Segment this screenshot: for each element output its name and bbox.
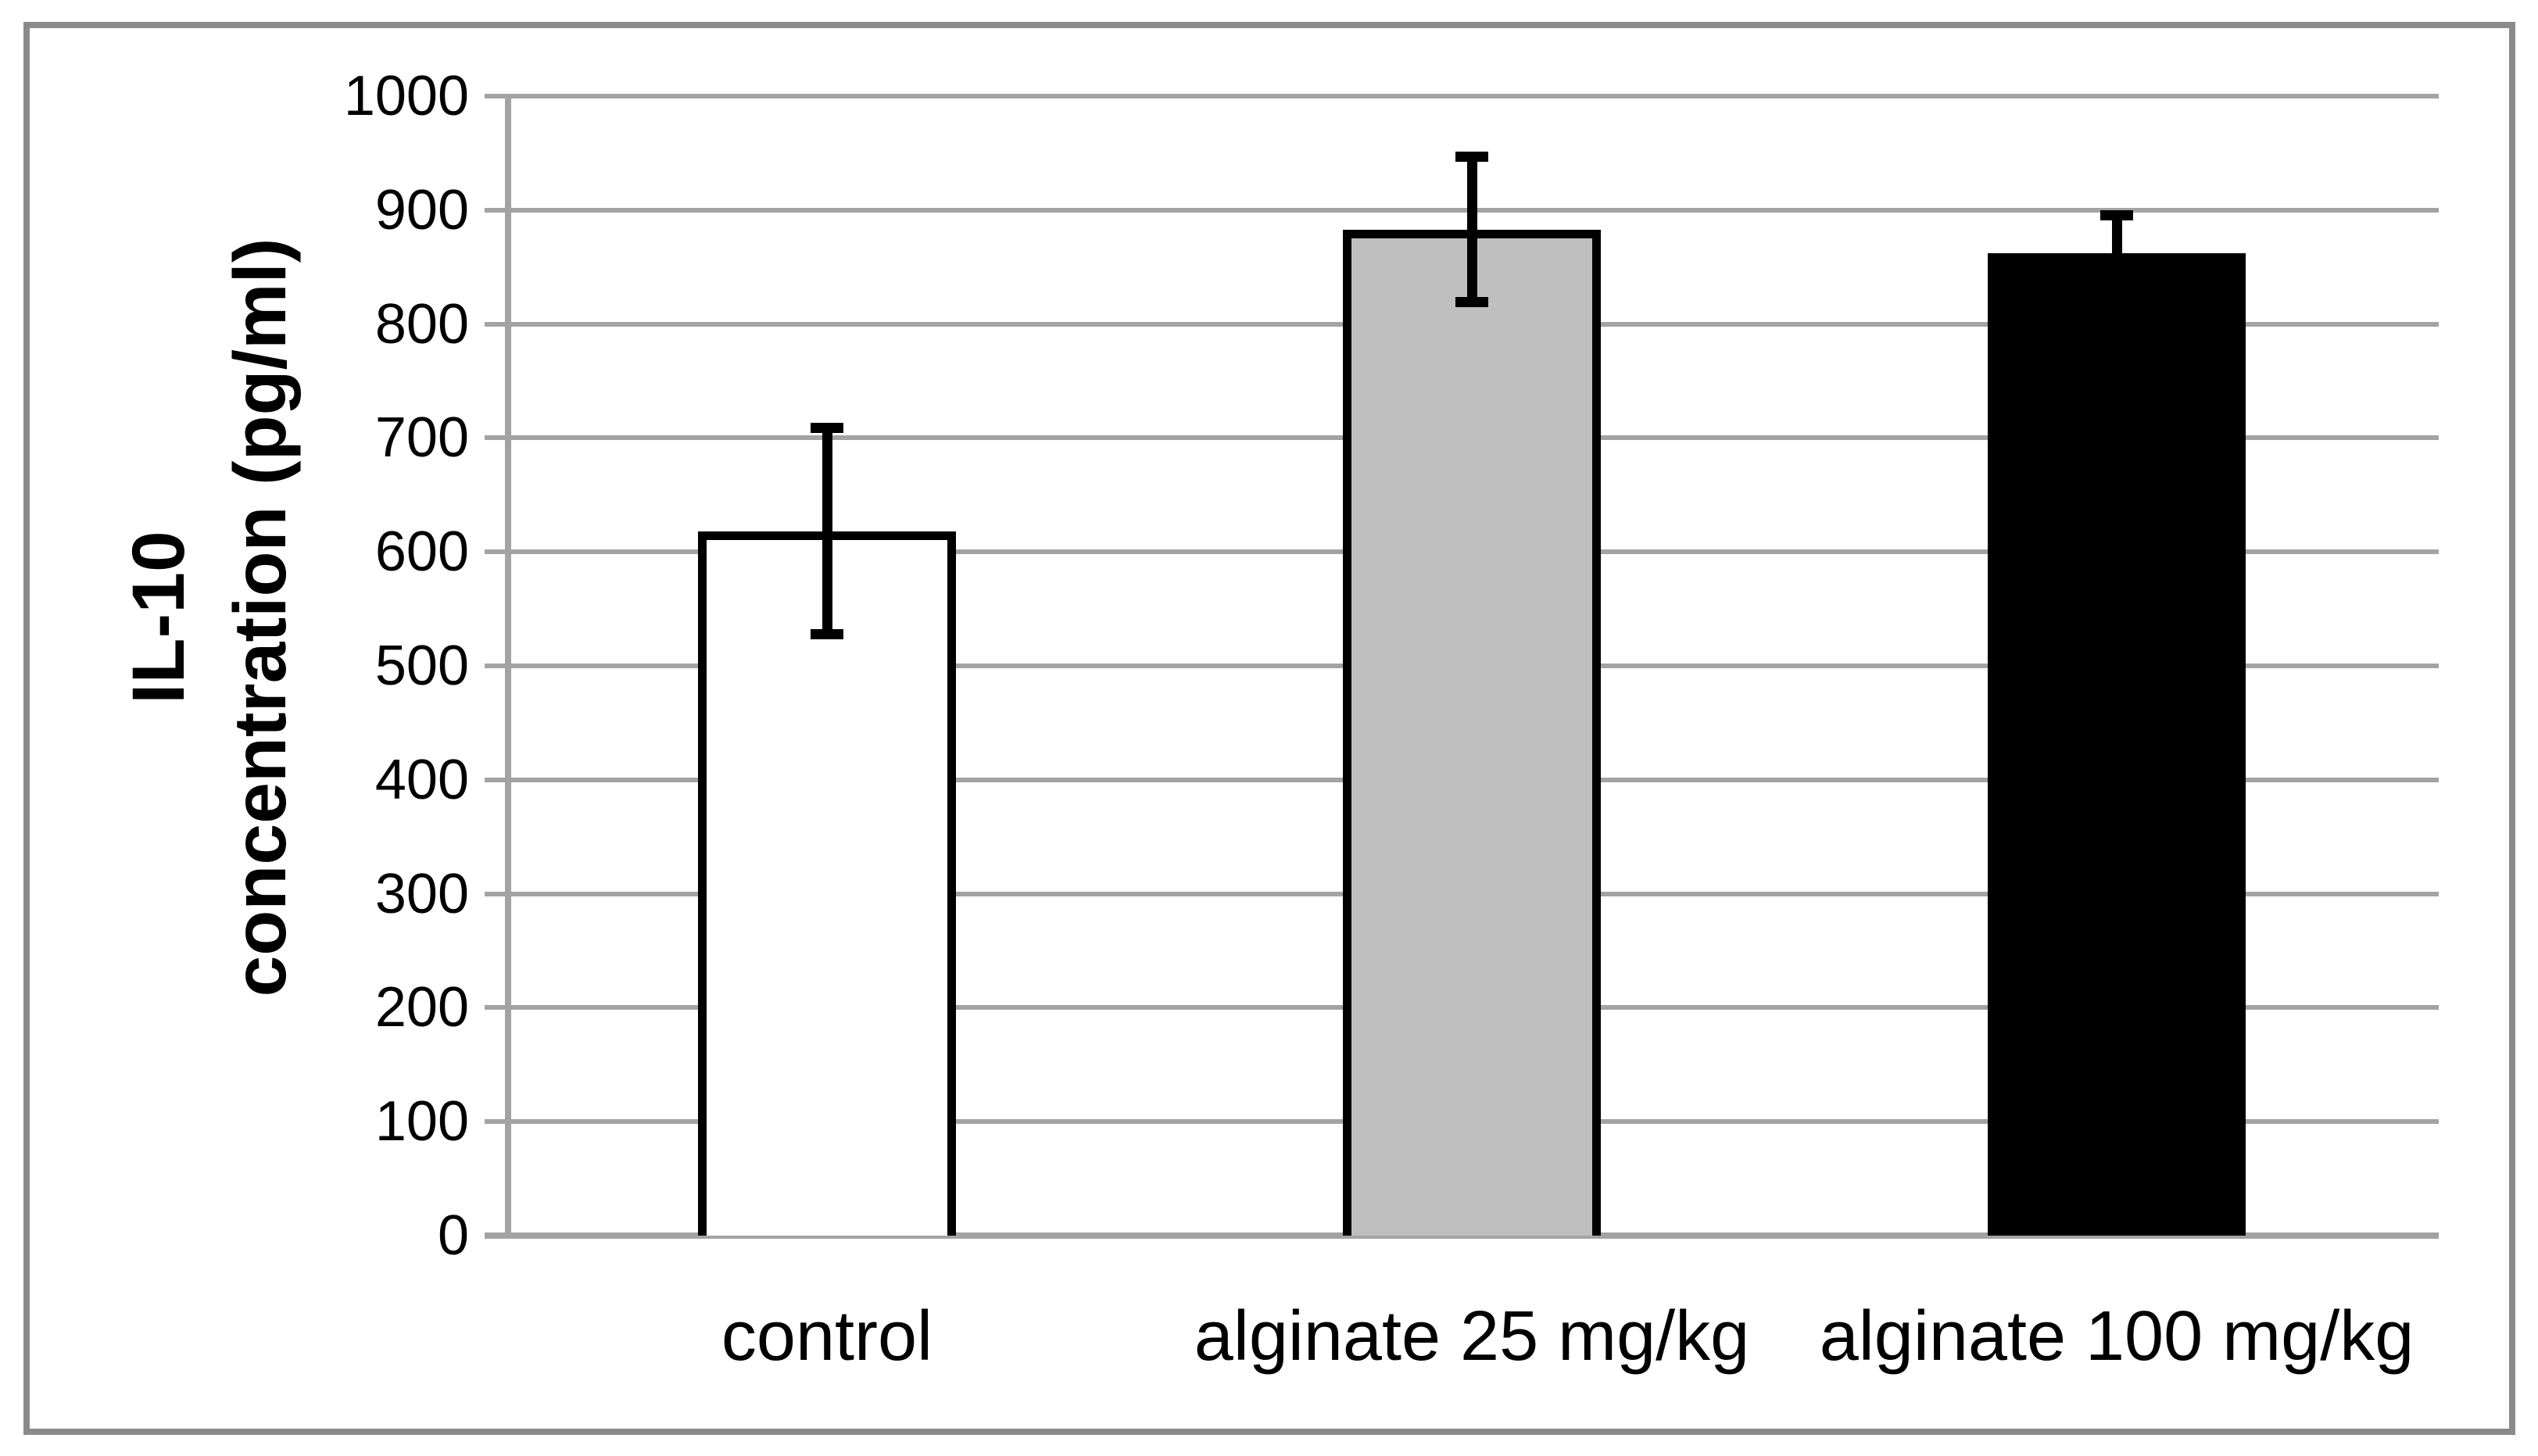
y-tick-label-900: 900 xyxy=(374,179,469,241)
error-bar-top-cap xyxy=(1455,152,1488,162)
x-category-label-2: alginate 25 mg/kg xyxy=(1194,1297,1750,1376)
y-axis-title-line1: IL-10 xyxy=(116,531,200,704)
y-tick-800 xyxy=(485,322,505,327)
y-tick-label-100: 100 xyxy=(374,1090,469,1153)
y-tick-700 xyxy=(485,435,505,440)
y-tick-300 xyxy=(485,892,505,896)
y-tick-label-400: 400 xyxy=(374,749,469,811)
y-tick-label-500: 500 xyxy=(374,635,469,697)
error-bar-top-cap xyxy=(811,423,843,433)
bar-alginate-100-mg-kg[interactable] xyxy=(1988,253,2246,1236)
error-bar-line xyxy=(822,423,832,639)
x-category-label-3: alginate 100 mg/kg xyxy=(1819,1297,2415,1376)
bar-control[interactable] xyxy=(698,531,956,1236)
x-axis-line xyxy=(485,1232,2439,1239)
y-tick-200 xyxy=(485,1005,505,1010)
y-tick-600 xyxy=(485,549,505,554)
y-tick-1000 xyxy=(485,94,505,98)
y-tick-label-300: 300 xyxy=(374,863,469,925)
y-tick-400 xyxy=(485,778,505,782)
y-tick-label-1000: 1000 xyxy=(343,65,469,127)
error-bar-top-cap xyxy=(2100,210,2133,220)
y-tick-label-0: 0 xyxy=(437,1204,469,1267)
y-tick-label-800: 800 xyxy=(374,293,469,356)
error-bar-bottom-cap xyxy=(1455,297,1488,307)
y-tick-label-600: 600 xyxy=(374,521,469,583)
y-tick-label-700: 700 xyxy=(374,406,469,469)
error-bar-line xyxy=(1467,152,1477,307)
error-bar-bottom-cap xyxy=(2100,287,2133,297)
gridline-y-1000 xyxy=(505,94,2439,98)
error-bar-line xyxy=(2112,210,2122,297)
y-tick-900 xyxy=(485,208,505,213)
bar-alginate-25-mg-kg[interactable] xyxy=(1343,230,1601,1236)
y-axis-line xyxy=(505,96,511,1236)
y-tick-500 xyxy=(485,664,505,668)
y-tick-label-200: 200 xyxy=(374,976,469,1039)
y-tick-100 xyxy=(485,1119,505,1124)
x-category-label-1: control xyxy=(721,1297,933,1376)
error-bar-bottom-cap xyxy=(811,629,843,639)
